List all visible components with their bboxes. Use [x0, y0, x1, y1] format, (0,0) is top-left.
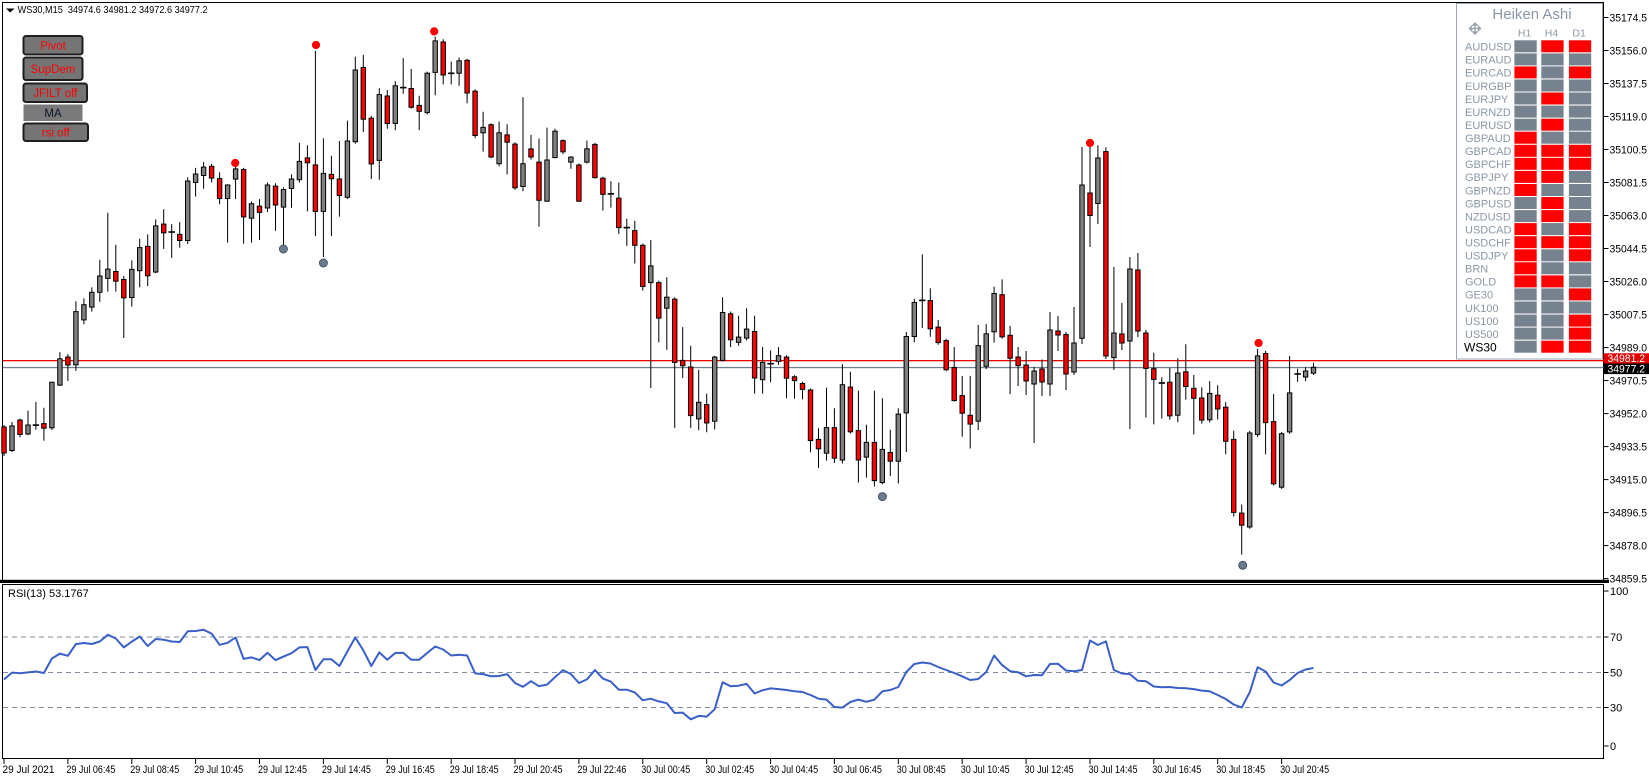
svg-text:35007.5: 35007.5	[1610, 310, 1648, 322]
svg-text:H4: H4	[1545, 27, 1559, 39]
svg-text:34933.5: 34933.5	[1610, 442, 1648, 454]
svg-text:EURNZD: EURNZD	[1465, 107, 1511, 119]
svg-text:WS30,M15 34974.6 34981.2 3497: WS30,M15 34974.6 34981.2 34972.6 34977.2	[18, 4, 208, 16]
svg-text:30 Jul 18:45: 30 Jul 18:45	[1216, 764, 1265, 776]
svg-text:35026.0: 35026.0	[1610, 277, 1648, 289]
svg-text:30: 30	[1610, 703, 1622, 715]
svg-text:Pivot: Pivot	[40, 41, 66, 53]
svg-text:H1: H1	[1518, 27, 1532, 39]
svg-text:GBPAUD: GBPAUD	[1465, 133, 1511, 145]
svg-text:34896.5: 34896.5	[1610, 508, 1648, 520]
svg-text:34970.5: 34970.5	[1610, 376, 1648, 388]
svg-text:USDJPY: USDJPY	[1465, 251, 1509, 263]
svg-text:US500: US500	[1465, 329, 1499, 341]
svg-text:29 Jul 22:46: 29 Jul 22:46	[577, 764, 626, 776]
svg-text:35100.5: 35100.5	[1610, 145, 1648, 157]
svg-text:35137.5: 35137.5	[1610, 79, 1648, 91]
svg-text:GBPUSD: GBPUSD	[1465, 198, 1512, 210]
svg-text:35081.5: 35081.5	[1610, 178, 1648, 190]
svg-text:34915.0: 34915.0	[1610, 475, 1648, 487]
svg-text:29 Jul 10:45: 29 Jul 10:45	[194, 764, 243, 776]
svg-text:35156.0: 35156.0	[1610, 46, 1648, 58]
svg-text:35119.0: 35119.0	[1610, 112, 1648, 124]
svg-text:USDCHF: USDCHF	[1465, 238, 1511, 250]
svg-text:35174.5: 35174.5	[1610, 13, 1648, 25]
svg-text:BRN: BRN	[1465, 264, 1488, 276]
svg-text:50: 50	[1610, 668, 1622, 680]
svg-text:29 Jul 2021: 29 Jul 2021	[3, 764, 55, 776]
svg-text:Heiken Ashi: Heiken Ashi	[1492, 6, 1571, 23]
svg-text:GBPJPY: GBPJPY	[1465, 172, 1509, 184]
svg-text:RSI(13) 53.1767: RSI(13) 53.1767	[8, 588, 89, 600]
svg-text:100: 100	[1610, 586, 1628, 598]
svg-text:UK100: UK100	[1465, 303, 1499, 315]
svg-text:30 Jul 10:45: 30 Jul 10:45	[961, 764, 1010, 776]
svg-text:29 Jul 06:45: 29 Jul 06:45	[66, 764, 115, 776]
svg-text:GBPCHF: GBPCHF	[1465, 159, 1511, 171]
svg-text:35063.0: 35063.0	[1610, 211, 1648, 223]
svg-text:JFILT off: JFILT off	[33, 88, 78, 100]
svg-text:AUDUSD: AUDUSD	[1465, 42, 1512, 54]
svg-text:30 Jul 02:45: 30 Jul 02:45	[705, 764, 754, 776]
svg-text:30 Jul 06:45: 30 Jul 06:45	[833, 764, 882, 776]
svg-text:rsi off: rsi off	[42, 127, 71, 139]
svg-text:EURGBP: EURGBP	[1465, 81, 1511, 93]
svg-text:GBPCAD: GBPCAD	[1465, 146, 1512, 158]
svg-text:35044.5: 35044.5	[1610, 244, 1648, 256]
svg-text:70: 70	[1610, 632, 1622, 644]
svg-text:EURCAD: EURCAD	[1465, 68, 1512, 80]
svg-text:SupDem: SupDem	[31, 64, 76, 76]
svg-text:34989.0: 34989.0	[1610, 343, 1648, 355]
svg-text:29 Jul 20:45: 29 Jul 20:45	[514, 764, 563, 776]
svg-text:GOLD: GOLD	[1465, 277, 1496, 289]
svg-text:30 Jul 16:45: 30 Jul 16:45	[1152, 764, 1201, 776]
svg-text:0: 0	[1610, 741, 1616, 753]
svg-text:30 Jul 08:45: 30 Jul 08:45	[897, 764, 946, 776]
svg-text:WS30: WS30	[1464, 340, 1497, 354]
svg-text:29 Jul 08:45: 29 Jul 08:45	[130, 764, 179, 776]
svg-text:29 Jul 16:45: 29 Jul 16:45	[386, 764, 435, 776]
svg-text:MA: MA	[44, 108, 62, 120]
svg-text:USDCAD: USDCAD	[1465, 224, 1512, 236]
svg-text:34981.2: 34981.2	[1608, 353, 1646, 365]
svg-text:NZDUSD: NZDUSD	[1465, 211, 1511, 223]
svg-text:29 Jul 14:45: 29 Jul 14:45	[322, 764, 371, 776]
svg-text:30 Jul 20:45: 30 Jul 20:45	[1280, 764, 1329, 776]
svg-text:34859.5: 34859.5	[1610, 574, 1648, 586]
svg-text:GBPNZD: GBPNZD	[1465, 185, 1511, 197]
svg-text:34878.0: 34878.0	[1610, 541, 1648, 553]
svg-text:30 Jul 12:45: 30 Jul 12:45	[1025, 764, 1074, 776]
svg-text:30 Jul 04:45: 30 Jul 04:45	[769, 764, 818, 776]
svg-text:US100: US100	[1465, 316, 1499, 328]
svg-text:EURAUD: EURAUD	[1465, 55, 1512, 67]
svg-text:29 Jul 18:45: 29 Jul 18:45	[450, 764, 499, 776]
svg-text:34952.0: 34952.0	[1610, 409, 1648, 421]
svg-text:29 Jul 12:45: 29 Jul 12:45	[258, 764, 307, 776]
svg-text:30 Jul 00:45: 30 Jul 00:45	[641, 764, 690, 776]
svg-text:D1: D1	[1572, 27, 1586, 39]
svg-text:EURJPY: EURJPY	[1465, 94, 1509, 106]
svg-text:34977.2: 34977.2	[1608, 363, 1646, 375]
svg-text:EURUSD: EURUSD	[1465, 120, 1512, 132]
svg-text:30 Jul 14:45: 30 Jul 14:45	[1089, 764, 1138, 776]
svg-text:GE30: GE30	[1465, 290, 1493, 302]
